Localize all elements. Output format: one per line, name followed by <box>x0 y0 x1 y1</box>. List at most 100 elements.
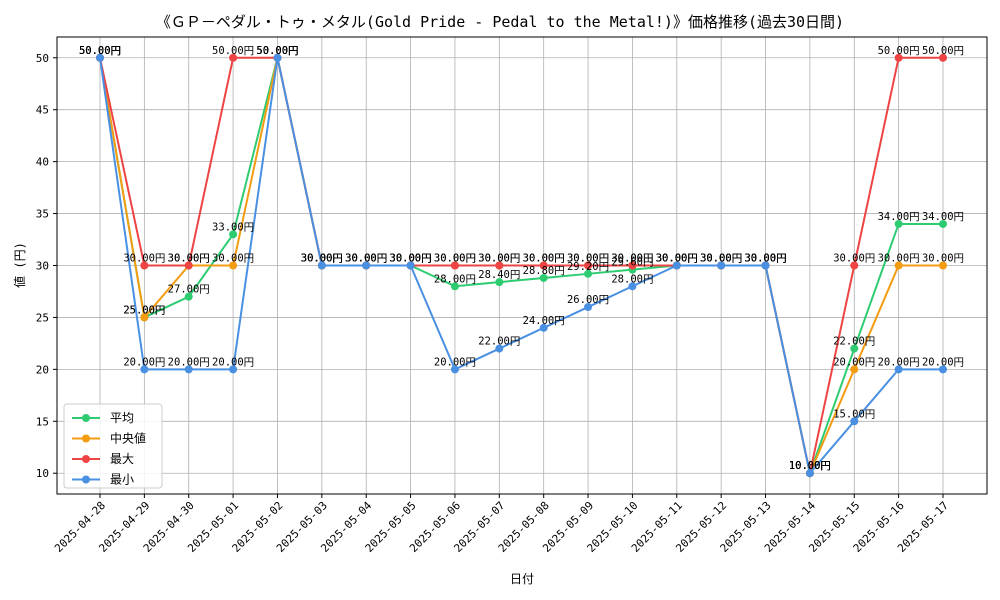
data-label: 10.00円 <box>789 460 831 472</box>
legend-item: 最小 <box>72 473 134 487</box>
data-label: 30.00円 <box>567 253 609 265</box>
data-label: 30.00円 <box>390 253 432 265</box>
data-label: 28.80円 <box>523 265 565 277</box>
data-label: 30.00円 <box>922 253 964 265</box>
data-point <box>761 261 770 270</box>
data-point <box>450 365 459 374</box>
legend-box <box>63 403 163 489</box>
data-label: 30.00円 <box>833 253 875 265</box>
data-label: 30.00円 <box>744 253 786 265</box>
y-axis-label: 値 (円) <box>12 242 27 288</box>
data-label: 30.00円 <box>345 253 387 265</box>
data-label: 30.00円 <box>345 253 387 265</box>
data-label: 30.00円 <box>390 253 432 265</box>
data-label: 30.00円 <box>656 253 698 265</box>
legend-item: 平均 <box>72 411 134 425</box>
data-label: 30.00円 <box>878 253 920 265</box>
data-point <box>229 365 238 374</box>
data-label: 20.00円 <box>123 356 165 368</box>
data-label: 27.00円 <box>168 284 210 296</box>
data-label: 50.00円 <box>79 45 121 57</box>
data-point <box>539 273 548 282</box>
data-label: 20.00円 <box>878 356 920 368</box>
data-point <box>805 469 814 478</box>
data-label: 26.00円 <box>567 294 609 306</box>
data-point <box>450 261 459 270</box>
data-point <box>850 344 859 353</box>
x-axis: 2025-04-282025-04-292025-04-302025-05-01… <box>52 494 951 555</box>
data-point <box>894 261 903 270</box>
data-point <box>273 53 282 62</box>
data-label: 30.00円 <box>434 253 476 265</box>
data-label: 10.00円 <box>789 460 831 472</box>
data-label: 30.00円 <box>478 253 520 265</box>
data-label: 20.00円 <box>168 356 210 368</box>
y-tick-label: 15 <box>36 415 49 428</box>
data-label: 33.00円 <box>212 221 254 233</box>
data-point <box>317 261 326 270</box>
data-point <box>495 261 504 270</box>
data-point <box>939 219 947 228</box>
data-label: 30.00円 <box>744 253 786 265</box>
data-label: 30.00円 <box>212 253 254 265</box>
data-point <box>539 261 548 270</box>
y-tick-label: 40 <box>36 156 49 169</box>
data-label: 30.00円 <box>434 253 476 265</box>
data-point <box>850 261 859 270</box>
data-label: 30.00円 <box>345 253 387 265</box>
data-point <box>939 261 947 270</box>
legend-item: 中央値 <box>72 431 146 446</box>
data-label: 50.00円 <box>878 45 920 57</box>
data-point <box>894 219 903 228</box>
data-label: 30.00円 <box>656 253 698 265</box>
data-label: 50.00円 <box>79 45 121 57</box>
data-label: 28.00円 <box>434 273 476 285</box>
data-point <box>850 365 859 374</box>
data-point <box>184 261 193 270</box>
legend-item: 最大 <box>72 452 134 466</box>
data-point <box>140 365 149 374</box>
data-label: 30.00円 <box>656 253 698 265</box>
data-label: 30.00円 <box>611 253 653 265</box>
data-point <box>539 323 548 332</box>
data-label: 30.00円 <box>301 253 343 265</box>
data-label: 50.00円 <box>256 45 298 57</box>
legend-marker <box>82 434 90 443</box>
data-label: 30.00円 <box>168 253 210 265</box>
data-point <box>96 53 104 62</box>
data-label: 34.00円 <box>922 211 964 223</box>
data-label: 24.00円 <box>523 315 565 327</box>
data-point <box>584 269 593 278</box>
data-label: 25.00円 <box>123 304 165 316</box>
data-point <box>495 344 504 353</box>
data-label: 30.00円 <box>390 253 432 265</box>
x-axis-label: 日付 <box>510 572 534 586</box>
data-label: 28.00円 <box>611 273 653 285</box>
data-point <box>584 261 593 270</box>
data-point <box>229 230 238 239</box>
data-point <box>229 261 238 270</box>
legend-label: 最小 <box>110 473 134 487</box>
data-point <box>184 292 193 301</box>
data-point <box>628 282 637 291</box>
data-label: 15.00円 <box>833 408 875 420</box>
data-point <box>406 261 415 270</box>
data-point <box>140 261 149 270</box>
data-label: 20.00円 <box>434 356 476 368</box>
data-label: 50.00円 <box>922 45 964 57</box>
series-layer <box>96 53 947 478</box>
data-point <box>495 278 504 287</box>
data-label: 30.00円 <box>656 253 698 265</box>
data-label: 30.00円 <box>390 253 432 265</box>
data-point <box>362 261 371 270</box>
data-label: 50.00円 <box>256 45 298 57</box>
data-label: 30.00円 <box>744 253 786 265</box>
data-label: 30.00円 <box>168 253 210 265</box>
series-line <box>99 57 943 476</box>
data-label: 30.00円 <box>301 253 343 265</box>
data-point <box>672 261 681 270</box>
data-point <box>850 417 859 426</box>
